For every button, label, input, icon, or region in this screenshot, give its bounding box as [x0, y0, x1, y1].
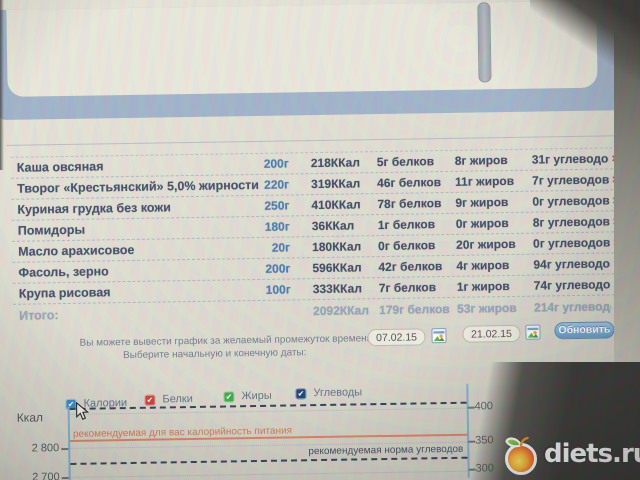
legend-item-carbs[interactable]: ✔ Углеводы	[295, 386, 362, 399]
food-name: Куриная грудка без кожи	[17, 200, 171, 217]
food-fat: 8г жиров	[454, 153, 508, 168]
carbs-norm-label: рекомендуемая норма углеводов	[308, 443, 464, 458]
food-carbs: 94г углеводов	[533, 256, 611, 272]
food-carbs: 7г углеводов	[531, 172, 610, 188]
watermark-text: diets.ru	[544, 439, 640, 469]
food-carbs: 0г углеводов	[532, 235, 611, 251]
diets-ru-watermark: diets.ru	[500, 432, 640, 476]
legend-label: Белки	[162, 393, 193, 406]
upper-content-card	[6, 0, 598, 97]
start-date-input[interactable]	[367, 328, 426, 347]
food-kcal: 333ККал	[312, 281, 362, 297]
food-fat: 9г жиров	[455, 195, 509, 210]
food-weight: 200г	[265, 261, 291, 276]
food-fat: 1г жиров	[456, 279, 510, 294]
end-date-calendar-icon[interactable]	[525, 324, 541, 340]
totals-carbs: 214г углеводов	[533, 299, 612, 315]
photo-edge-left	[0, 0, 4, 170]
food-protein: 7г белков	[378, 280, 437, 296]
date-range-instruction: Вы можете вывести график за желаемый про…	[79, 333, 376, 363]
food-fat: 4г жиров	[456, 258, 510, 273]
food-kcal: 218ККал	[310, 155, 361, 171]
food-weight: 200г	[263, 156, 289, 171]
photo-dark-corner-top	[530, 0, 640, 80]
food-kcal: 36ККал	[311, 218, 355, 234]
food-protein: 46г белков	[377, 175, 442, 191]
food-kcal: 596ККал	[312, 260, 362, 276]
totals-protein: 179г белков	[378, 301, 450, 318]
proteins-checkbox[interactable]: ✔	[144, 394, 156, 406]
food-protein: 5г белков	[376, 154, 435, 170]
food-name: Помидоры	[17, 222, 86, 238]
food-kcal: 180ККал	[312, 239, 362, 255]
food-kcal: 319ККал	[311, 176, 361, 192]
legend-label: Жиры	[241, 389, 272, 403]
food-weight: 20г	[271, 240, 291, 255]
update-button[interactable]: Обновить	[554, 321, 615, 340]
tick-mark	[61, 447, 69, 451]
food-carbs: 8г углеводов	[532, 214, 610, 230]
start-date-calendar-icon[interactable]	[431, 328, 447, 344]
left-tick-2800: 2 800	[31, 442, 60, 455]
apple-logo-icon	[505, 436, 537, 475]
left-tick-2700: 2 700	[32, 471, 60, 480]
food-protein: 42г белков	[378, 259, 443, 275]
food-weight: 220г	[263, 177, 290, 192]
food-carbs: 31г углеводов	[531, 151, 609, 167]
legend-label: Углеводы	[313, 386, 363, 400]
vertical-scrollbar[interactable]	[477, 2, 492, 83]
tick-mark	[61, 476, 69, 480]
gridline	[70, 470, 468, 478]
food-kcal: 410ККал	[311, 197, 361, 213]
food-weight: 250г	[264, 198, 290, 213]
food-name: Крупа рисовая	[18, 285, 111, 301]
end-date-input[interactable]	[462, 324, 521, 343]
photo-dark-corner-bottom	[465, 362, 640, 480]
fats-checkbox[interactable]: ✔	[223, 390, 235, 403]
food-fat: 0г жиров	[455, 216, 509, 231]
left-axis-title: Ккал	[16, 410, 44, 425]
carbs-checkbox[interactable]: ✔	[295, 387, 307, 399]
totals-kcal: 2092ККал	[313, 303, 370, 319]
totals-fat: 53г жиров	[456, 300, 517, 316]
food-name: Творог «Крестьянский» 5,0% жирности	[17, 177, 260, 196]
food-carbs: 0г углеводов	[532, 193, 610, 209]
carbs-norm-line	[70, 456, 468, 465]
left-y-axis	[67, 406, 71, 480]
mouse-cursor	[75, 401, 90, 426]
food-fat: 20г жиров	[455, 236, 516, 252]
food-weight: 180г	[264, 219, 290, 234]
food-protein: 78г белков	[377, 196, 442, 212]
totals-label: Итого:	[19, 308, 59, 323]
food-name: Масло арахисовое	[18, 242, 135, 259]
food-protein: 1г белков	[377, 217, 436, 233]
upper-section-panel	[0, 0, 620, 121]
food-protein: 0г белков	[377, 238, 436, 254]
food-name: Каша овсяная	[16, 159, 104, 175]
food-name: Фасоль, зерно	[18, 264, 109, 280]
legend-item-proteins[interactable]: ✔ Белки	[144, 393, 193, 406]
food-weight: 100г	[265, 282, 291, 297]
legend-item-fats[interactable]: ✔ Жиры	[223, 390, 272, 403]
food-carbs: 74г углеводов	[533, 277, 611, 293]
food-log-table: Каша овсяная 200г 218ККал 5г белков 8г ж…	[10, 137, 625, 327]
food-fat: 11г жиров	[454, 173, 515, 189]
